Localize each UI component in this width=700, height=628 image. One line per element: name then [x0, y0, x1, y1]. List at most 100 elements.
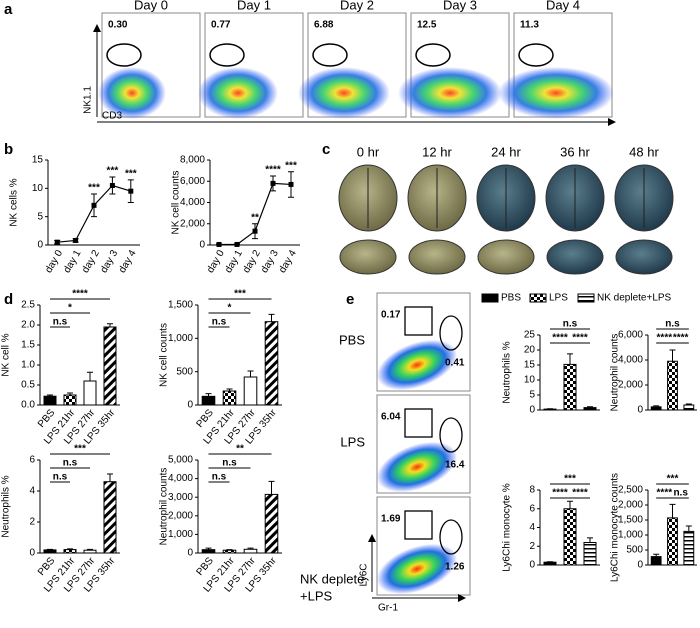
gate [404, 510, 433, 540]
gate-value: 0.41 [445, 358, 465, 369]
y-tick-label: 5 [37, 211, 43, 222]
y-tick-label: 2 [529, 541, 535, 552]
panel-label: b [4, 141, 13, 158]
comparison-label: *** [234, 289, 246, 300]
arrow-head [458, 594, 466, 602]
y-tick-label: 2,500 [618, 485, 643, 496]
y-axis-label: Neutrophils % [502, 341, 513, 403]
bar [543, 561, 557, 566]
bar [650, 406, 662, 411]
bar [83, 380, 97, 406]
arrow-head [93, 24, 101, 32]
row-label: LPS [340, 434, 365, 449]
bar [243, 548, 258, 554]
error-bar [567, 500, 573, 509]
error-bar [226, 388, 233, 391]
gate-value: 0.17 [381, 310, 401, 321]
gate [439, 417, 463, 453]
significance: ** [251, 212, 259, 223]
y-tick-label: 4,000 [168, 473, 193, 484]
comparison-label: **** [552, 333, 568, 344]
y-tick-label: 0 [29, 548, 35, 559]
comparison-label: ** [236, 444, 244, 455]
error-bar [87, 548, 93, 551]
y-tick-label: 0.0 [21, 400, 35, 411]
density-cloud [498, 67, 614, 119]
data-point [270, 180, 276, 186]
gate-value: 6.88 [314, 20, 334, 31]
error-bar [87, 371, 93, 381]
density-cloud [376, 441, 458, 493]
gate-value: 1.26 [445, 562, 465, 573]
x-tick-label: day 4 [117, 248, 139, 275]
arrow-head [368, 534, 376, 542]
y-axis-label: NK cell counts [159, 323, 170, 387]
bar [683, 530, 695, 566]
y-axis-label: NK cells % [9, 178, 20, 226]
brain-slice [408, 239, 466, 275]
panel-label: e [346, 291, 354, 308]
y-tick-label: 5,000 [168, 455, 193, 466]
data-point [216, 241, 222, 247]
comparison-label: *** [74, 444, 86, 455]
error-bar [47, 394, 53, 397]
y-tick-label: 1,000 [618, 530, 643, 541]
y-tick-label: 10 [32, 183, 44, 194]
bar [667, 360, 678, 411]
comparison-label: **** [572, 333, 588, 344]
y-tick-label: 1.5 [21, 340, 35, 351]
y-tick-label: 0 [529, 560, 535, 571]
bar [83, 549, 97, 554]
y-tick-label: 1,000 [168, 529, 193, 540]
gate [404, 306, 433, 336]
bar [103, 326, 117, 406]
axis-label: Ly6C [359, 564, 370, 587]
bar [63, 549, 77, 554]
axis-label: Gr-1 [378, 603, 398, 614]
row-label: +LPS [300, 588, 332, 603]
error-bar [268, 480, 275, 495]
gate-value: 6.04 [381, 412, 401, 423]
y-tick-label: 6,000 [180, 176, 205, 187]
density-cloud [376, 339, 458, 391]
density-cloud [376, 543, 458, 595]
y-tick-label: 15 [32, 155, 44, 166]
comparison-label: **** [657, 488, 673, 499]
bar [583, 542, 597, 566]
comparison-label: n.s [212, 317, 227, 328]
error-bar [685, 525, 692, 532]
time-label: 24 hr [491, 144, 521, 159]
y-tick-label: 6 [29, 455, 35, 466]
y-tick-label: 0.5 [21, 380, 35, 391]
density-cloud [398, 67, 502, 119]
brain-slice [477, 239, 535, 275]
error-bar [669, 503, 676, 518]
axis-label: NK1.1 [83, 86, 94, 114]
x-tick-label: day 4 [277, 248, 299, 275]
comparison-label: **** [657, 333, 673, 344]
bar [683, 404, 695, 411]
bar [63, 394, 77, 406]
data-point [234, 241, 240, 247]
comparison-label: n.s [665, 319, 680, 330]
density-cloud [298, 67, 390, 119]
y-axis-label: Ly6Chi monocyte counts [610, 473, 621, 582]
bar [201, 395, 216, 406]
row-label: PBS [339, 332, 365, 347]
gate [404, 408, 433, 438]
error-bar [587, 537, 593, 543]
y-tick-label: 6,000 [618, 330, 643, 341]
error-bar [653, 405, 660, 407]
gate-value: 12.5 [417, 20, 437, 31]
time-label: 0 hr [357, 144, 380, 159]
significance: *** [285, 160, 297, 171]
y-tick-label: 0 [187, 548, 193, 559]
bar [583, 407, 597, 411]
significance: **** [265, 165, 281, 176]
y-axis-label: Neutrophils % [1, 475, 12, 537]
data-point [128, 188, 134, 194]
flow-title: Day 4 [546, 0, 580, 12]
data-point [54, 239, 60, 245]
y-tick-label: 6 [529, 503, 535, 514]
y-tick-label: 1,000 [168, 333, 193, 344]
